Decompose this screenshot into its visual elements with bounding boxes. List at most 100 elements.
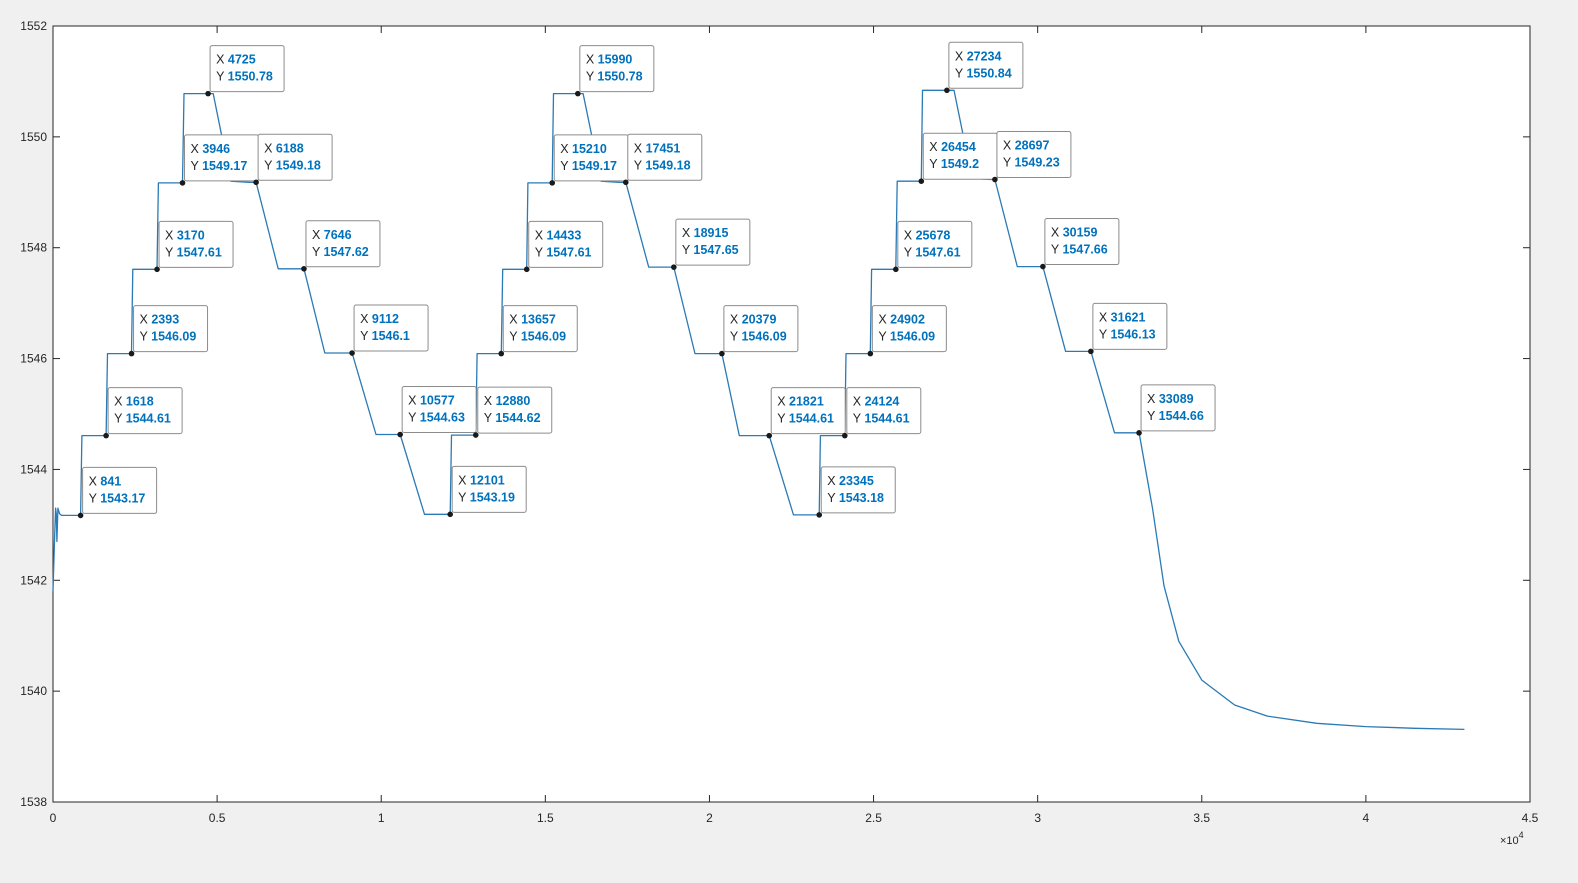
datatip-box [579,45,655,93]
datatip-marker[interactable] [523,266,530,273]
datatip[interactable]: X 1618 Y 1544.61 [103,387,183,439]
datatip-marker[interactable] [549,180,556,186]
datatip-marker[interactable] [472,432,479,438]
datatip-y-label: Y 1543.19 [458,490,515,504]
datatip[interactable]: X 3946 Y 1549.17 [179,134,260,186]
datatip[interactable]: X 12101 Y 1543.19 [447,465,527,518]
datatip-y-label: Y 1547.65 [682,243,739,257]
datatip[interactable]: X 17451 Y 1549.18 [622,133,703,186]
datatip[interactable]: X 841 Y 1543.17 [77,466,158,519]
datatip-marker[interactable] [253,179,259,186]
datatip[interactable]: X 33089 Y 1544.66 [1136,384,1216,436]
datatip-marker[interactable] [498,350,505,357]
y-tick-label: 1544 [20,462,47,476]
datatip-y-label: Y 1544.61 [853,412,910,426]
datatip-box [401,386,477,434]
datatip-marker[interactable] [1136,430,1142,436]
x-tick-label: 2.5 [865,811,882,825]
datatip-x-label: X 13657 [509,313,556,327]
datatip-x-label: X 24902 [878,313,925,327]
datatip-marker[interactable] [944,87,950,94]
datatip-x-label: X 26454 [929,140,976,154]
datatip[interactable]: X 14433 Y 1547.61 [523,220,604,273]
datatip-x-label: X 2393 [140,313,180,327]
datatip-marker[interactable] [918,178,925,184]
datatip[interactable]: X 23345 Y 1543.18 [816,466,896,518]
datatip[interactable]: X 30159 Y 1547.66 [1040,218,1120,270]
datatip-box [871,305,947,353]
y-tick-label: 1542 [20,573,47,587]
datatip-marker[interactable] [622,179,629,186]
datatip-marker[interactable] [447,511,453,518]
datatip[interactable]: X 9112 Y 1546.1 [349,304,429,356]
datatip[interactable]: X 7646 Y 1547.62 [301,220,381,272]
x-tick-label: 1 [378,811,385,825]
datatip-y-label: Y 1546.09 [509,330,566,344]
datatip[interactable]: X 3170 Y 1547.61 [154,220,234,273]
datatip-box [897,220,973,268]
datatip-box [209,45,285,93]
datatip[interactable]: X 25678 Y 1547.61 [893,220,973,273]
datatip-x-label: X 20379 [730,313,777,327]
datatip-marker[interactable] [397,431,403,438]
datatip[interactable]: X 15990 Y 1550.78 [575,45,655,97]
datatip[interactable]: X 18915 Y 1547.65 [671,218,751,270]
datatip-marker[interactable] [301,265,307,272]
y-axis: 1538 1540 1542 1544 1546 1548 1550 1552 [20,19,1530,809]
datatip[interactable]: X 28697 Y 1549.23 [992,131,1072,183]
datatip[interactable]: X 15210 Y 1549.17 [549,134,629,186]
datatip-marker[interactable] [154,266,160,273]
x-tick-label: 1.5 [537,811,554,825]
datatip[interactable]: X 20379 Y 1546.09 [719,305,799,357]
datatip-x-label: X 14433 [535,228,582,242]
datatip[interactable]: X 2393 Y 1546.09 [128,305,209,357]
datatip-marker[interactable] [893,266,899,273]
datatip-y-label: Y 1547.66 [1051,243,1108,257]
x-tick-label: 3.5 [1193,811,1210,825]
datatip-box [820,466,896,514]
datatip-x-label: X 841 [89,474,122,488]
datatip[interactable]: X 6188 Y 1549.18 [253,133,333,186]
datatip-x-label: X 7646 [312,228,352,242]
datatip-marker[interactable] [992,176,998,183]
x-tick-label: 4 [1363,811,1370,825]
datatip[interactable]: X 4725 Y 1550.78 [205,45,285,97]
datatip[interactable]: X 27234 Y 1550.84 [944,41,1024,94]
x-tick-label: 3 [1034,811,1041,825]
y-tick-label: 1538 [20,795,47,809]
datatip-marker[interactable] [766,432,773,439]
datatip-marker[interactable] [1088,348,1094,355]
datatip[interactable]: X 21821 Y 1544.61 [766,387,846,439]
datatip-marker[interactable] [128,350,135,357]
datatip-marker[interactable] [205,90,211,97]
datatip[interactable]: X 10577 Y 1544.63 [397,386,477,438]
datatip-marker[interactable] [103,432,109,439]
datatip-marker[interactable] [719,350,725,357]
datatip-x-label: X 12101 [458,473,505,487]
datatip-y-label: Y 1544.66 [1147,409,1204,423]
datatip[interactable]: X 24124 Y 1544.61 [842,387,922,439]
datatip-x-label: X 3170 [165,228,205,242]
datatip-marker[interactable] [842,432,848,439]
datatip-box [723,305,799,353]
datatip-marker[interactable] [349,350,355,356]
datatip-x-label: X 6188 [264,141,304,155]
datatip[interactable]: X 13657 Y 1546.09 [498,305,578,357]
datatip-marker[interactable] [671,264,677,270]
datatip-marker[interactable] [867,350,874,357]
series-group [52,89,1465,731]
datatip-marker[interactable] [816,512,823,518]
datatip-marker[interactable] [575,90,581,97]
datatip-marker[interactable] [179,180,186,186]
datatip[interactable]: X 26454 Y 1549.2 [918,132,998,184]
datatip-marker[interactable] [77,512,84,519]
datatip-box [451,465,527,513]
datatip-box [1044,218,1120,266]
datatip[interactable]: X 31621 Y 1546.13 [1088,302,1168,355]
datatip-marker[interactable] [1040,263,1046,270]
datatip-y-label: Y 1544.61 [114,412,171,426]
datatip[interactable]: X 12880 Y 1544.62 [472,386,553,438]
datatip[interactable]: X 24902 Y 1546.09 [867,305,947,357]
